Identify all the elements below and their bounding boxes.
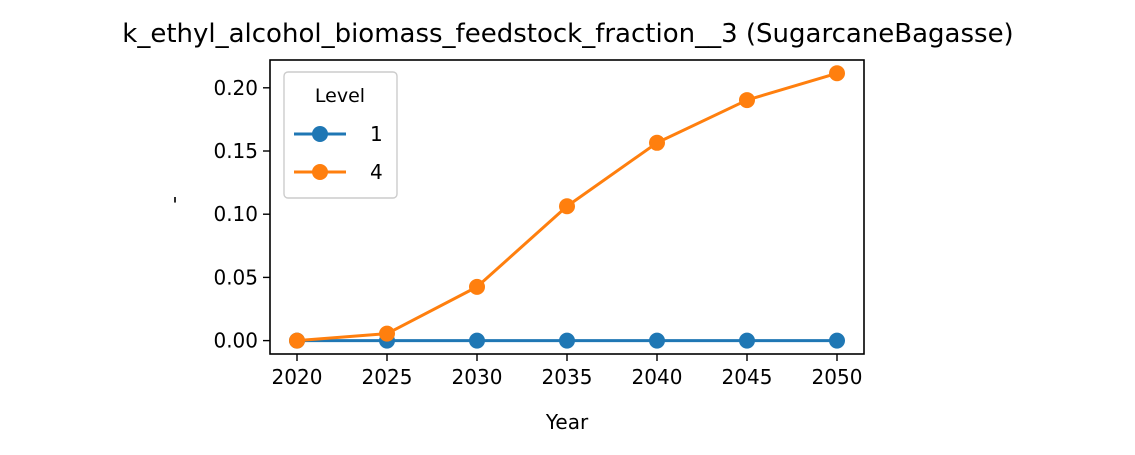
data-point	[739, 332, 755, 349]
series-4	[289, 65, 845, 349]
y-tick-label: 0.20	[213, 76, 258, 100]
data-point	[829, 65, 845, 82]
data-point	[649, 332, 665, 349]
data-point	[379, 325, 395, 342]
data-point	[829, 332, 845, 349]
x-tick-label: 2040	[632, 365, 683, 389]
data-point	[469, 278, 485, 295]
y-axis: 0.00 0.05 0.10 0.15 0.20	[213, 76, 270, 353]
legend-entry-4: 4	[294, 160, 383, 184]
data-point	[289, 332, 305, 349]
x-tick-label: 2035	[542, 365, 593, 389]
x-tick-label: 2020	[272, 365, 323, 389]
legend-marker	[312, 164, 328, 180]
data-point	[739, 92, 755, 109]
y-tick-label: 0.00	[213, 329, 258, 353]
y-tick-label: 0.10	[213, 202, 258, 226]
chart-title: k_ethyl_alcohol_biomass_feedstock_fracti…	[122, 19, 1013, 49]
legend: Level 1 4	[283, 71, 398, 199]
legend-marker	[312, 126, 328, 142]
legend-entry-1: 1	[294, 122, 383, 146]
x-tick-label: 2025	[362, 365, 413, 389]
x-tick-label: 2050	[812, 365, 863, 389]
legend-label: 4	[370, 160, 383, 184]
data-point	[559, 198, 575, 215]
x-tick-label: 2030	[452, 365, 503, 389]
legend-title: Level	[315, 85, 365, 107]
plot-area	[289, 65, 845, 349]
y-tick-label: 0.05	[213, 265, 258, 289]
data-point	[559, 332, 575, 349]
x-tick-label: 2045	[722, 365, 773, 389]
x-axis: 2020 2025 2030 2035 2040 2045 2050	[272, 354, 863, 389]
data-point	[469, 332, 485, 349]
legend-label: 1	[370, 122, 383, 146]
y-tick-label: 0.15	[213, 139, 258, 163]
data-point	[649, 134, 665, 151]
y-axis-label: '	[172, 193, 178, 217]
x-axis-label: Year	[545, 410, 589, 434]
